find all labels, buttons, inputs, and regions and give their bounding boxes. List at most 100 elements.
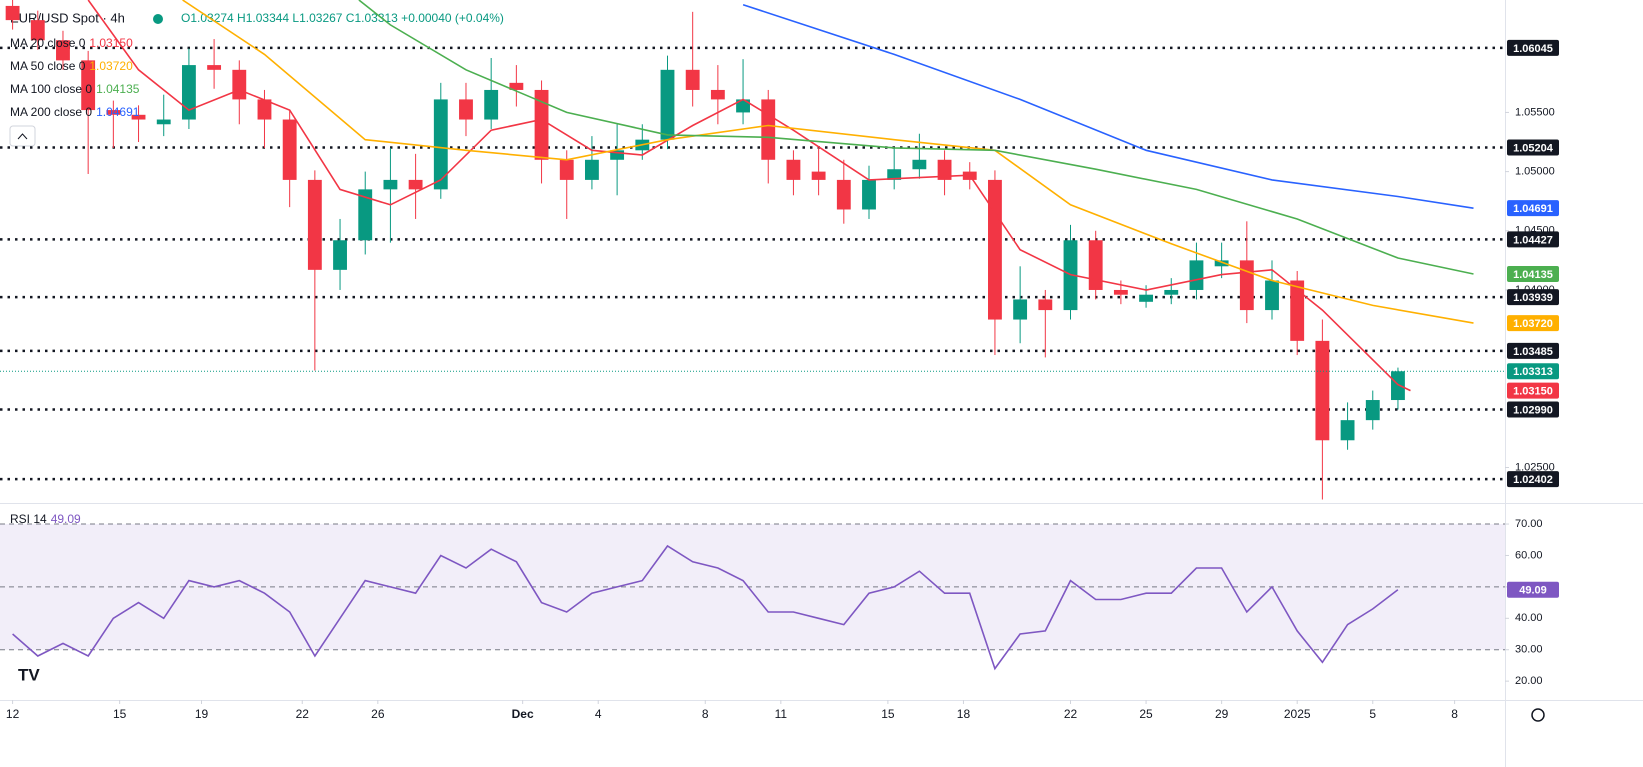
x-tick-label: 5 (1369, 707, 1376, 721)
moving-average-line (358, 0, 1474, 275)
candle-body (836, 179, 851, 210)
candle-body (685, 69, 700, 90)
candle-body (1038, 299, 1053, 311)
x-tick-label: 11 (775, 707, 788, 721)
candle-body (408, 179, 423, 190)
candle-body (106, 110, 121, 115)
candle-body (257, 99, 272, 120)
candle-body (610, 150, 625, 160)
y-tick-label: 20.00 (1515, 675, 1543, 687)
candle-body (1391, 371, 1405, 401)
level-label: 1.02990 (1513, 404, 1553, 416)
candle-body (81, 60, 96, 111)
legend-name: MA 100 close 0 (10, 82, 92, 96)
moving-average-line (742, 3, 1474, 209)
x-tick-label: Dec (512, 707, 534, 721)
y-tick-label: 40.00 (1515, 612, 1543, 624)
candle-body (559, 159, 574, 180)
level-label: 1.02402 (1513, 474, 1553, 486)
level-label: 1.05204 (1513, 142, 1554, 154)
ma-value-label: 1.04135 (1513, 269, 1553, 281)
x-tick-label: 22 (1064, 707, 1078, 721)
candle-body (988, 179, 1002, 320)
candle-body (156, 119, 171, 125)
y-tick-label: 1.02500 (1515, 461, 1555, 473)
candle-body (56, 40, 70, 61)
rsi-value-label: 49.09 (1519, 585, 1547, 597)
candle-body (30, 20, 45, 41)
ohlc-values: O1.03274 H1.03344 L1.03267 C1.03313 +0.0… (181, 11, 504, 25)
candle-body (1013, 299, 1028, 320)
candle-body (282, 119, 297, 180)
last-price-label: 1.03313 (1513, 366, 1553, 378)
ma-value-label-bg (1507, 265, 1559, 282)
candle-body (131, 114, 146, 120)
candle-body (534, 89, 549, 160)
chart-title: EUR/USD Spot · 4h (10, 10, 125, 25)
legend-name: MA 50 close 0 (10, 59, 86, 73)
candle-body (736, 99, 750, 113)
level-label: 1.04427 (1513, 234, 1553, 246)
candle-body (1315, 340, 1330, 441)
settings-icon[interactable] (1531, 708, 1545, 722)
ma-value-label: 1.03150 (1513, 385, 1553, 397)
candle-body (232, 69, 247, 100)
x-tick-label: 15 (881, 707, 895, 721)
x-tick-label: 4 (595, 707, 602, 721)
x-tick-label: 2025 (1284, 707, 1311, 721)
candle-body (1290, 280, 1305, 341)
candle-body (307, 179, 322, 270)
candle-body (660, 69, 675, 140)
y-tick-label: 1.05500 (1515, 106, 1555, 118)
y-tick-label: 60.00 (1515, 549, 1543, 561)
candle-body (887, 169, 902, 180)
x-tick-label: 12 (6, 707, 20, 721)
legend-value: 1.04691 (96, 105, 140, 119)
legend-value: 1.03150 (89, 36, 133, 50)
candle-body (811, 171, 826, 180)
level-label-bg (1507, 139, 1559, 156)
legend-value: 1.04135 (96, 82, 140, 96)
logo-text: TV (18, 665, 40, 684)
candle-body (1189, 260, 1204, 290)
candle-body (5, 5, 20, 21)
candle-body (433, 99, 448, 190)
collapse-button[interactable] (9, 125, 36, 147)
candle-body (1265, 280, 1279, 311)
level-label-bg (1507, 471, 1559, 488)
legend-name: MA 200 close 0 (10, 105, 92, 119)
moving-average-line (87, 0, 1411, 392)
candle-body (710, 89, 725, 100)
rsi-line (12, 544, 1399, 671)
candle-body (1365, 400, 1380, 421)
rsi-value-label-bg (1507, 581, 1559, 598)
level-label-bg (1507, 401, 1559, 418)
candle-body (1164, 289, 1179, 295)
last-price-label-bg (1507, 363, 1559, 380)
moving-average-line (182, 0, 1474, 324)
status-dot (153, 14, 163, 24)
level-label: 1.03485 (1513, 346, 1553, 358)
y-tick-label: 70.00 (1515, 518, 1543, 530)
y-tick-label: 30.00 (1515, 644, 1543, 656)
candle-body (509, 82, 524, 90)
level-label: 1.03939 (1513, 292, 1553, 304)
x-tick-label: 8 (1451, 707, 1458, 721)
candle-body (1139, 294, 1153, 302)
candle-body (207, 65, 222, 70)
candle-body (1214, 260, 1229, 267)
x-tick-label: 8 (702, 707, 709, 721)
ma-value-label-bg (1507, 315, 1559, 332)
x-tick-label: 26 (371, 707, 385, 721)
x-tick-label: 19 (195, 707, 209, 721)
collapse-icon (17, 133, 28, 140)
rsi-name: RSI 14 (10, 512, 47, 526)
level-label-bg (1507, 342, 1559, 359)
legend-value: 1.03720 (89, 59, 133, 73)
y-tick-label: 1.05000 (1515, 166, 1555, 178)
level-label-bg (1507, 289, 1559, 306)
candle-body (786, 159, 801, 180)
